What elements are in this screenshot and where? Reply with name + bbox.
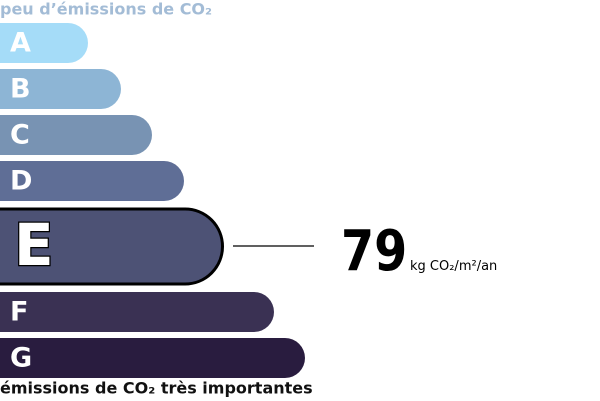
- class-letter: D: [10, 166, 32, 197]
- active-class-letter: E: [14, 211, 54, 279]
- class-letter: F: [10, 297, 28, 328]
- footer: émissions de CO₂ très importantes: [0, 379, 313, 398]
- value: 79: [341, 219, 407, 284]
- class-bar: [0, 115, 152, 155]
- class-letter: A: [10, 28, 31, 59]
- class-bar: [0, 69, 121, 109]
- class-bar: [0, 23, 88, 63]
- class-bar: [0, 161, 184, 201]
- unit: kg CO₂/m²/an: [410, 259, 497, 274]
- active-class-bar: [0, 207, 224, 286]
- class-letter: C: [10, 120, 30, 151]
- class-bar: [0, 338, 305, 378]
- class-bar: [0, 292, 274, 332]
- class-letter: G: [10, 343, 32, 374]
- header: peu d’émissions de CO₂: [0, 0, 212, 19]
- class-letter: B: [10, 74, 31, 105]
